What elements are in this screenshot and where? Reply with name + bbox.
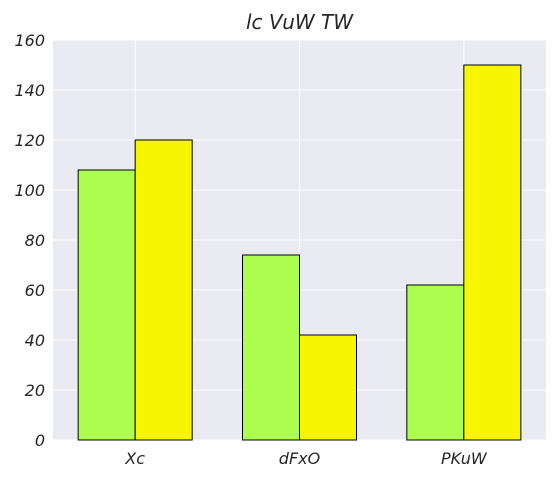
y-tick-label: 120 — [14, 131, 45, 150]
y-tick-label: 60 — [25, 281, 45, 300]
x-tick-label: PKuW — [441, 449, 488, 468]
y-tick-label: 20 — [25, 381, 45, 400]
x-axis-ticks: Xc dFxO PKuW — [124, 449, 488, 468]
bar-series-1-PKuW — [406, 284, 465, 441]
y-tick-label: 80 — [25, 231, 45, 250]
bar-series-1-Xc — [77, 169, 136, 441]
x-tick-label: Xc — [124, 449, 145, 468]
bar-series-1-dFxO — [242, 254, 300, 441]
y-tick-label: 100 — [14, 181, 45, 200]
bar-series-2-dFxO — [299, 334, 357, 441]
y-tick-label: 160 — [14, 31, 45, 50]
x-tick-label: dFxO — [279, 449, 320, 468]
y-tick-label: 140 — [14, 81, 45, 100]
y-tick-label: 0 — [35, 431, 45, 450]
y-tick-label: 40 — [25, 331, 45, 350]
chart-title: lc VuW TW — [246, 10, 354, 34]
y-axis-ticks: 0 20 40 60 80 100 120 140 160 — [14, 31, 45, 450]
bar-series-2-Xc — [134, 139, 193, 441]
bars — [77, 64, 522, 441]
bar-series-2-PKuW — [463, 64, 522, 441]
